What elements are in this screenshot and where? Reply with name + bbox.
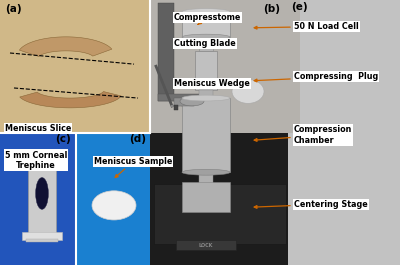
- Bar: [0, 0, 150, 132]
- Bar: [182, 98, 230, 172]
- Bar: [25, 151, 59, 162]
- Bar: [150, 0, 300, 132]
- Bar: [174, 98, 194, 106]
- PathPatch shape: [19, 37, 112, 56]
- Ellipse shape: [180, 97, 204, 106]
- Ellipse shape: [182, 34, 230, 40]
- Bar: [150, 0, 288, 265]
- Text: Meniscus Wedge: Meniscus Wedge: [174, 79, 250, 88]
- Bar: [22, 232, 62, 240]
- Bar: [28, 159, 56, 233]
- Text: (c): (c): [56, 134, 71, 144]
- Bar: [158, 3, 174, 101]
- Text: LOCK: LOCK: [199, 243, 213, 248]
- Bar: [26, 238, 58, 242]
- Bar: [0, 132, 76, 265]
- Bar: [199, 90, 213, 98]
- Text: (e): (e): [291, 2, 308, 12]
- Text: Compression
Chamber: Compression Chamber: [254, 125, 352, 145]
- Text: Compresstome: Compresstome: [174, 13, 241, 24]
- Text: Cutting Blade: Cutting Blade: [174, 39, 236, 48]
- Ellipse shape: [36, 178, 48, 209]
- Ellipse shape: [182, 169, 230, 175]
- Bar: [199, 172, 213, 183]
- Bar: [150, 0, 300, 132]
- Bar: [288, 0, 400, 265]
- Bar: [158, 94, 206, 101]
- Bar: [181, 101, 203, 106]
- Ellipse shape: [232, 80, 264, 103]
- Text: (d): (d): [129, 134, 146, 144]
- PathPatch shape: [20, 91, 121, 108]
- Circle shape: [92, 191, 136, 220]
- Bar: [154, 184, 286, 244]
- Bar: [182, 182, 230, 212]
- Text: 5 mm Corneal
Trephine: 5 mm Corneal Trephine: [5, 151, 67, 170]
- Text: Centering Stage: Centering Stage: [254, 200, 368, 209]
- Ellipse shape: [182, 9, 230, 15]
- Text: Meniscus Slice: Meniscus Slice: [5, 124, 71, 133]
- Text: 50 N Load Cell: 50 N Load Cell: [254, 22, 359, 31]
- Bar: [195, 51, 217, 90]
- Ellipse shape: [182, 95, 230, 101]
- Bar: [176, 240, 236, 250]
- Text: Meniscus Sample: Meniscus Sample: [94, 157, 172, 178]
- Bar: [174, 105, 178, 110]
- Bar: [182, 12, 230, 37]
- Bar: [76, 132, 150, 265]
- Bar: [199, 36, 213, 51]
- Text: (a): (a): [5, 4, 22, 14]
- Text: (b): (b): [263, 4, 280, 14]
- Bar: [0, 0, 150, 132]
- Text: Compressing  Plug: Compressing Plug: [254, 72, 378, 82]
